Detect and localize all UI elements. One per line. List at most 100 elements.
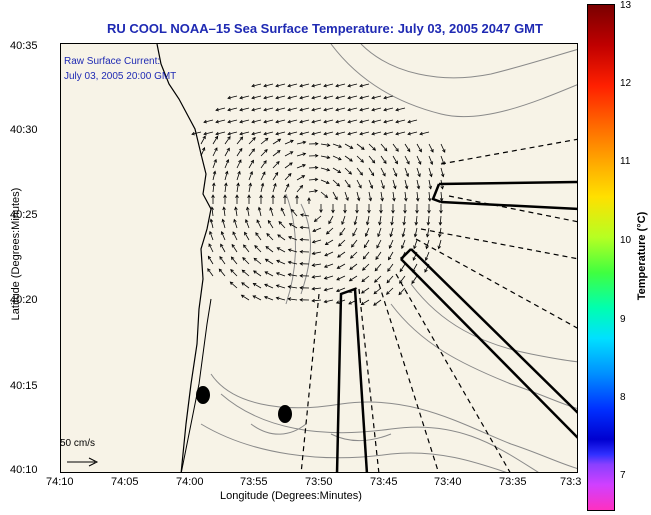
current-vector-head <box>359 83 364 88</box>
current-vector-head <box>335 119 340 124</box>
current-vector-head <box>388 256 392 261</box>
current-vector <box>324 299 334 303</box>
current-vector-head <box>239 136 244 141</box>
current-vector <box>212 147 218 157</box>
current-vector <box>253 258 262 265</box>
current-vector-head <box>239 147 243 152</box>
current-vector-head <box>378 221 382 226</box>
current-vector <box>402 227 406 237</box>
current-vector-head <box>323 131 328 136</box>
current-vector-head <box>363 244 368 249</box>
current-vector <box>215 107 226 111</box>
current-vector-head <box>295 194 299 199</box>
current-vector <box>350 251 358 259</box>
current-vector <box>224 171 228 181</box>
current-vector <box>439 215 442 225</box>
current-vector <box>428 191 431 201</box>
current-vector <box>415 215 418 225</box>
map-plot-area[interactable] <box>60 43 578 473</box>
current-vector-head <box>210 206 214 211</box>
current-vector-head <box>299 184 304 189</box>
x-tick-label: 73:45 <box>370 476 398 488</box>
current-vector-head <box>438 233 442 238</box>
current-vector-head <box>323 276 328 280</box>
current-vector-head <box>395 131 400 136</box>
current-vector <box>335 119 346 123</box>
current-vector <box>235 207 238 217</box>
current-vector <box>395 119 406 123</box>
current-vector-head <box>345 197 349 202</box>
current-vector <box>356 179 362 189</box>
current-vector <box>373 299 382 306</box>
current-vector <box>392 155 398 164</box>
current-vector <box>368 155 375 164</box>
current-vector-head <box>239 107 244 112</box>
current-vector-head <box>238 159 242 164</box>
current-vector <box>427 215 430 225</box>
current-vector <box>416 191 419 201</box>
current-vector-head <box>256 219 260 224</box>
radar-beams <box>335 180 577 472</box>
current-vector-head <box>427 197 432 202</box>
y-tick-label: 40:20 <box>10 294 38 306</box>
current-vector <box>404 179 408 189</box>
current-vector <box>344 143 353 149</box>
current-vector <box>337 251 346 258</box>
current-vector-head <box>278 220 283 225</box>
current-vector <box>347 83 358 87</box>
current-vector-head <box>361 146 365 150</box>
current-vector <box>425 251 430 261</box>
current-vector-head <box>341 221 345 226</box>
current-vector-head <box>239 131 244 136</box>
current-vector <box>255 232 262 241</box>
x-tick-label: 73:55 <box>240 476 268 488</box>
current-vector <box>241 269 250 277</box>
current-vector <box>399 263 406 272</box>
current-vector-head <box>257 206 262 211</box>
current-vector <box>296 141 306 145</box>
y-axis-label: Latitude (Degrees:Minutes) <box>10 187 22 321</box>
current-vector <box>233 219 238 229</box>
current-vector <box>416 167 421 177</box>
current-vector <box>263 131 274 135</box>
current-vector-head <box>311 298 316 303</box>
current-vector-head <box>209 230 213 235</box>
current-vector-head <box>288 236 292 240</box>
current-vector <box>288 236 298 241</box>
current-vector <box>200 135 206 145</box>
current-vector-head <box>337 254 341 258</box>
current-vector-head <box>399 268 404 273</box>
current-vector-head <box>299 274 303 278</box>
current-vector <box>351 239 358 248</box>
current-vector <box>266 233 274 241</box>
current-vector <box>336 287 346 292</box>
current-vector <box>324 263 334 268</box>
current-vector <box>371 131 382 135</box>
current-vector <box>207 268 214 277</box>
current-vector-head <box>371 131 376 136</box>
current-vector <box>269 207 274 217</box>
current-vector <box>354 215 358 225</box>
current-vector <box>260 138 269 145</box>
current-vector <box>246 207 250 217</box>
current-vector-head <box>252 295 257 299</box>
current-vector-head <box>302 152 307 156</box>
current-vector-head <box>326 143 331 147</box>
current-vector <box>359 95 370 99</box>
current-vector-head <box>212 182 216 187</box>
current-vector-head <box>221 218 225 223</box>
current-vector <box>392 191 395 201</box>
x-axis-label: Longitude (Degrees:Minutes) <box>220 490 362 502</box>
current-vector-head <box>338 144 343 148</box>
current-vector-head <box>212 170 217 175</box>
current-vector-head <box>289 162 293 166</box>
current-vector-head <box>299 249 304 254</box>
current-vector <box>248 148 255 157</box>
current-vector <box>407 131 418 135</box>
current-vector-head <box>349 255 354 259</box>
current-vector <box>395 131 406 135</box>
current-vector-head <box>353 221 358 226</box>
current-vector <box>236 148 243 157</box>
current-vector-head <box>311 251 316 256</box>
current-vector-head <box>252 137 256 141</box>
